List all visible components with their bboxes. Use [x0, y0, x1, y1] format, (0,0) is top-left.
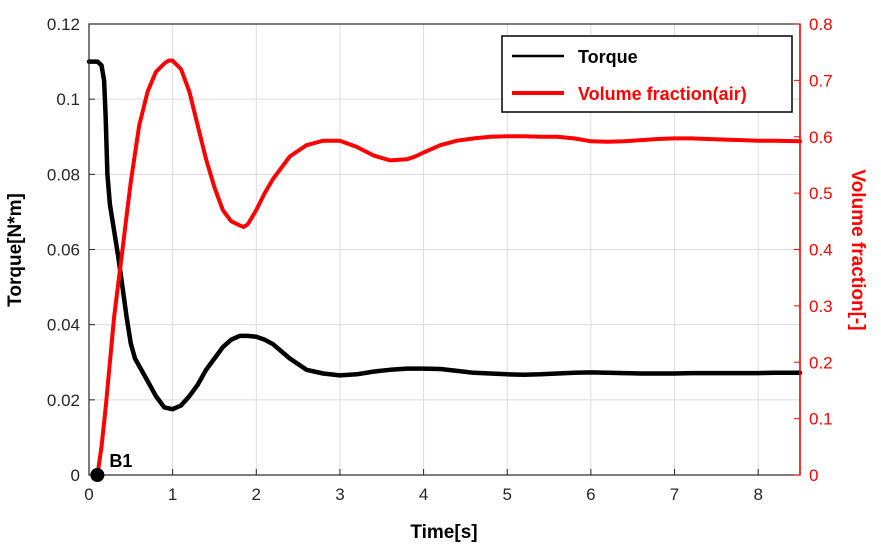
y-tick-label: 0.06	[47, 241, 80, 260]
x-tick-label: 4	[419, 485, 428, 504]
legend-box	[501, 35, 793, 113]
y2-axis-title: Volume fraction[-]	[847, 169, 868, 330]
x-tick-label: 5	[503, 485, 512, 504]
legend: Torque Volume fraction(air)	[501, 35, 793, 113]
x-tick-label: 3	[335, 485, 344, 504]
series-line-volume-fraction	[95, 58, 802, 477]
x-axis-title: Time[s]	[410, 522, 477, 543]
annotation-label-b1: B1	[109, 451, 132, 471]
x-tick-label: 0	[84, 485, 93, 504]
annotation-marker-b1	[90, 468, 105, 482]
y2-tick-label: 0.1	[809, 410, 833, 429]
x-tick-label: 2	[252, 485, 261, 504]
y2-tick-label: 0.2	[809, 353, 833, 372]
y-tick-label: 0.02	[47, 391, 80, 410]
y2-tick-label: 0.8	[809, 15, 833, 34]
y2-tick-label: 0.7	[809, 71, 833, 90]
x-tick-label: 8	[753, 485, 762, 504]
y2-tick-label: 0.6	[809, 128, 833, 147]
y2-tick-label: 0.3	[809, 297, 833, 316]
y2-tick-label: 0.4	[809, 241, 833, 260]
y-tick-label: 0.04	[47, 316, 80, 335]
legend-label-torque: Torque	[578, 47, 638, 67]
y-tick-label: 0.12	[47, 15, 80, 34]
legend-label-volume-fraction: Volume fraction(air)	[578, 84, 747, 104]
y-tick-label: 0.08	[47, 165, 80, 184]
x-tick-label: 7	[670, 485, 679, 504]
x-tick-label: 6	[586, 485, 595, 504]
ticks: 0 1 2 3 4 5 6 7 8 0 0.02 0.04 0.06 0.08 0.1 0.12 0 0.1 0.2…	[47, 15, 833, 504]
y-tick-label: 0	[71, 466, 80, 485]
x-tick-label: 1	[168, 485, 177, 504]
y2-tick-label: 0.5	[809, 184, 833, 203]
marker-layer: B1	[90, 451, 132, 482]
y-tick-label: 0.1	[56, 90, 80, 109]
y-axis-title: Torque[N*m]	[5, 193, 26, 307]
series-layer	[86, 58, 803, 477]
y2-tick-label: 0	[809, 466, 818, 485]
series-line-torque	[86, 59, 803, 412]
